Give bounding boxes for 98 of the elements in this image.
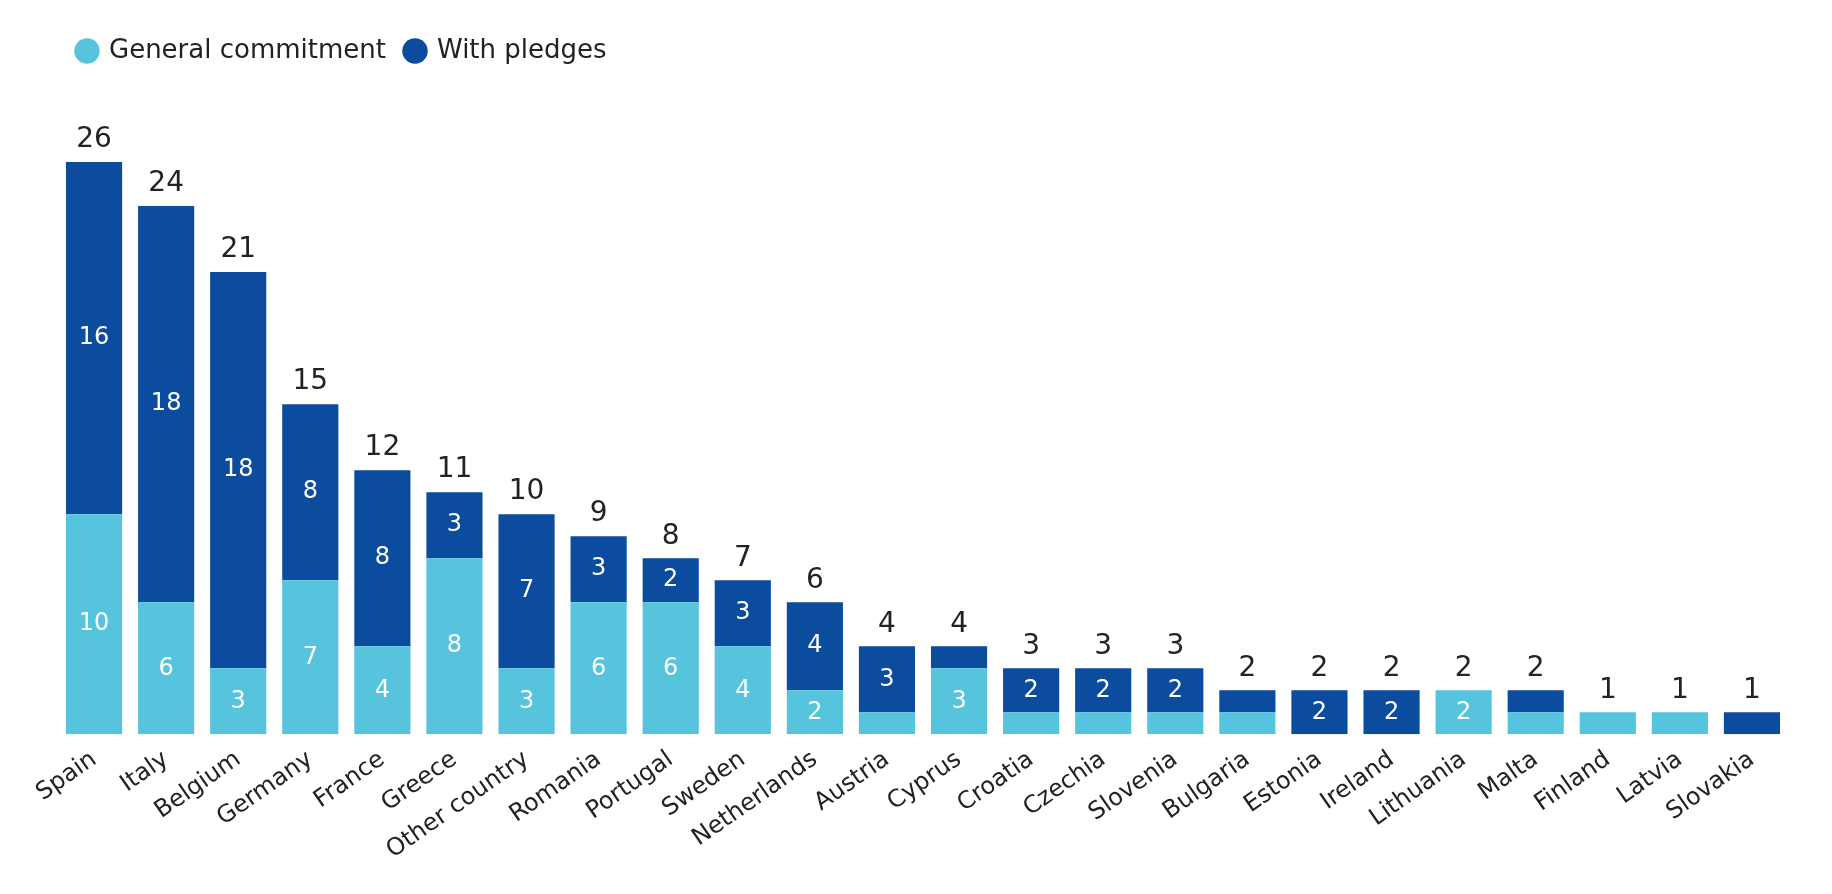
data-label: 6 bbox=[663, 652, 679, 681]
bar bbox=[354, 646, 411, 735]
total-label: 26 bbox=[76, 121, 112, 155]
data-label: 3 bbox=[230, 685, 246, 714]
data-label: 2 bbox=[1455, 696, 1472, 725]
data-label: 2 bbox=[1167, 674, 1183, 703]
data-label: 3 bbox=[590, 553, 607, 582]
bar bbox=[1075, 712, 1132, 735]
data-label: 2 bbox=[807, 696, 823, 725]
bar bbox=[930, 668, 988, 735]
bar bbox=[1147, 712, 1204, 735]
bar bbox=[498, 668, 555, 735]
data-label: 10 bbox=[78, 608, 110, 637]
bar bbox=[1003, 712, 1060, 735]
bar bbox=[65, 162, 123, 515]
data-label: 2 bbox=[1311, 696, 1328, 725]
total-label: 3 bbox=[1022, 627, 1041, 661]
bar bbox=[570, 602, 627, 735]
total-label: 1 bbox=[1743, 671, 1761, 705]
total-label: 1 bbox=[1670, 671, 1689, 705]
bar bbox=[930, 646, 988, 669]
data-label: 6 bbox=[590, 652, 607, 681]
data-label: 4 bbox=[807, 630, 823, 659]
bar bbox=[1363, 690, 1420, 735]
bar bbox=[570, 536, 627, 603]
bar bbox=[1507, 712, 1564, 735]
bar bbox=[1291, 690, 1348, 735]
bar bbox=[642, 558, 699, 603]
data-label: 2 bbox=[1023, 674, 1039, 703]
total-label: 7 bbox=[733, 539, 752, 573]
data-label: 3 bbox=[879, 663, 895, 692]
bar bbox=[1507, 690, 1564, 713]
bar bbox=[1651, 712, 1708, 735]
bar bbox=[210, 668, 267, 735]
bar bbox=[1435, 690, 1492, 735]
bar bbox=[786, 690, 843, 735]
bar bbox=[1579, 712, 1636, 735]
bar bbox=[1075, 668, 1132, 713]
bar bbox=[426, 492, 483, 559]
total-label: 2 bbox=[1238, 649, 1257, 683]
data-label: 3 bbox=[518, 685, 535, 714]
total-label: 24 bbox=[148, 165, 184, 199]
bar bbox=[210, 272, 267, 669]
bar bbox=[282, 580, 339, 735]
bar bbox=[426, 558, 483, 735]
data-label: 4 bbox=[374, 674, 391, 703]
total-label: 1 bbox=[1598, 671, 1617, 705]
data-label: 18 bbox=[222, 454, 254, 483]
bar bbox=[1219, 712, 1276, 735]
data-label: 8 bbox=[374, 542, 391, 571]
total-label: 9 bbox=[589, 495, 608, 529]
bar bbox=[354, 470, 411, 647]
bar bbox=[282, 404, 339, 581]
bar bbox=[1147, 668, 1204, 713]
bar bbox=[65, 514, 123, 735]
bar bbox=[786, 602, 843, 691]
total-label: 11 bbox=[436, 451, 473, 485]
total-label: 15 bbox=[292, 363, 329, 397]
bar bbox=[642, 602, 699, 735]
bar bbox=[714, 580, 771, 647]
bar bbox=[1219, 690, 1276, 713]
bar bbox=[858, 712, 916, 735]
bar bbox=[138, 602, 195, 735]
bar bbox=[138, 206, 195, 603]
data-label: 2 bbox=[1383, 696, 1400, 725]
total-label: 3 bbox=[1166, 627, 1185, 661]
total-label: 2 bbox=[1310, 649, 1329, 683]
total-label: 3 bbox=[1094, 627, 1113, 661]
bar bbox=[858, 646, 916, 713]
bar bbox=[498, 514, 555, 669]
total-label: 6 bbox=[805, 561, 824, 595]
total-label: 12 bbox=[364, 429, 401, 463]
data-label: 16 bbox=[78, 322, 110, 351]
bar bbox=[1003, 668, 1060, 713]
data-label: 8 bbox=[446, 630, 463, 659]
legend-label: General commitment bbox=[109, 33, 386, 64]
total-label: 2 bbox=[1382, 649, 1401, 683]
total-label: 8 bbox=[661, 517, 680, 551]
bar bbox=[714, 646, 771, 735]
data-label: 3 bbox=[446, 509, 463, 538]
data-label: 8 bbox=[302, 476, 318, 505]
bar bbox=[1723, 712, 1781, 735]
data-label: 2 bbox=[663, 564, 679, 593]
data-label: 18 bbox=[150, 388, 182, 417]
data-label: 4 bbox=[735, 674, 751, 703]
total-label: 2 bbox=[1526, 649, 1545, 683]
data-label: 7 bbox=[302, 641, 318, 670]
total-label: 2 bbox=[1454, 649, 1473, 683]
data-label: 7 bbox=[518, 575, 535, 604]
legend-label: With pledges bbox=[437, 33, 607, 64]
data-label: 2 bbox=[1095, 674, 1111, 703]
total-label: 4 bbox=[878, 605, 896, 639]
data-label: 6 bbox=[158, 652, 174, 681]
total-label: 21 bbox=[220, 231, 257, 265]
total-label: 10 bbox=[508, 473, 545, 507]
data-label: 3 bbox=[735, 597, 751, 626]
total-label: 4 bbox=[950, 605, 968, 639]
data-label: 3 bbox=[951, 685, 967, 714]
